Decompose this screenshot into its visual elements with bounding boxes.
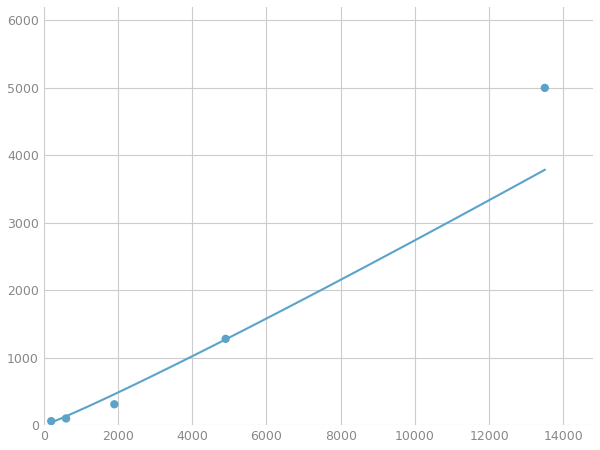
Point	[221, 335, 230, 342]
Point	[61, 415, 71, 422]
Point	[46, 418, 56, 425]
Point	[540, 84, 550, 91]
Point	[110, 400, 119, 408]
